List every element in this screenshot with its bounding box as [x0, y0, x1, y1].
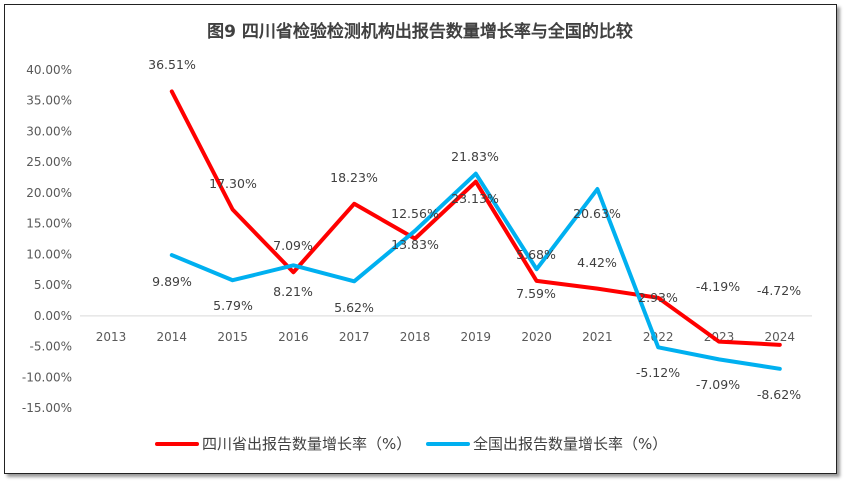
data-label: 5.62%: [334, 300, 374, 315]
y-tick-label: 35.00%: [26, 94, 72, 108]
data-label: -4.72%: [757, 283, 801, 298]
data-label: 2.93%: [638, 290, 678, 305]
y-tick-label: -10.00%: [22, 370, 72, 384]
data-label: 20.63%: [573, 206, 621, 221]
data-label: -8.62%: [757, 387, 801, 402]
y-tick-label: 15.00%: [26, 217, 72, 231]
data-label: 7.59%: [516, 286, 556, 301]
data-label: 5.79%: [213, 298, 253, 313]
data-label: -4.19%: [696, 279, 740, 294]
data-label: 4.42%: [577, 255, 617, 270]
x-tick-label: 2022: [643, 330, 674, 344]
x-tick-label: 2014: [157, 330, 188, 344]
data-label: 7.09%: [273, 238, 313, 253]
data-label: -7.09%: [696, 377, 740, 392]
data-label: 12.56%: [391, 206, 439, 221]
data-label: 36.51%: [148, 57, 196, 72]
series-line-1: [169, 89, 782, 347]
y-tick-label: -5.00%: [30, 340, 72, 354]
data-label: 5.68%: [516, 247, 556, 262]
y-tick-label: -15.00%: [22, 401, 72, 415]
legend-label: 全国出报告数量增长率（%）: [473, 435, 667, 453]
chart-title: 图9 四川省检验检测机构出报告数量增长率与全国的比较: [207, 21, 633, 42]
y-tick-label: 20.00%: [26, 186, 72, 200]
x-tick-label: 2013: [96, 330, 127, 344]
data-label: 13.83%: [391, 237, 439, 252]
x-tick-label: 2016: [278, 330, 309, 344]
data-label: 9.89%: [152, 274, 192, 289]
y-tick-label: 10.00%: [26, 247, 72, 261]
legend-label: 四川省出报告数量增长率（%）: [202, 435, 411, 453]
data-label: 17.30%: [209, 176, 257, 191]
x-tick-label: 2024: [765, 330, 796, 344]
x-tick-label: 2019: [461, 330, 492, 344]
chart-frame: [4, 4, 837, 474]
y-tick-label: 5.00%: [34, 278, 72, 292]
data-label: 18.23%: [330, 170, 378, 185]
y-tick-label: 40.00%: [26, 63, 72, 77]
x-tick-label: 2020: [521, 330, 552, 344]
series-line-2: [169, 171, 782, 371]
x-tick-label: 2018: [400, 330, 431, 344]
x-tick-label: 2021: [582, 330, 613, 344]
data-label: 21.83%: [451, 149, 499, 164]
data-label: -5.12%: [636, 365, 680, 380]
x-tick-label: 2015: [217, 330, 248, 344]
y-tick-label: 30.00%: [26, 124, 72, 138]
data-label: 8.21%: [273, 284, 313, 299]
y-tick-label: 0.00%: [34, 309, 72, 323]
data-label: 23.13%: [451, 191, 499, 206]
x-tick-label: 2017: [339, 330, 370, 344]
y-tick-label: 25.00%: [26, 155, 72, 169]
